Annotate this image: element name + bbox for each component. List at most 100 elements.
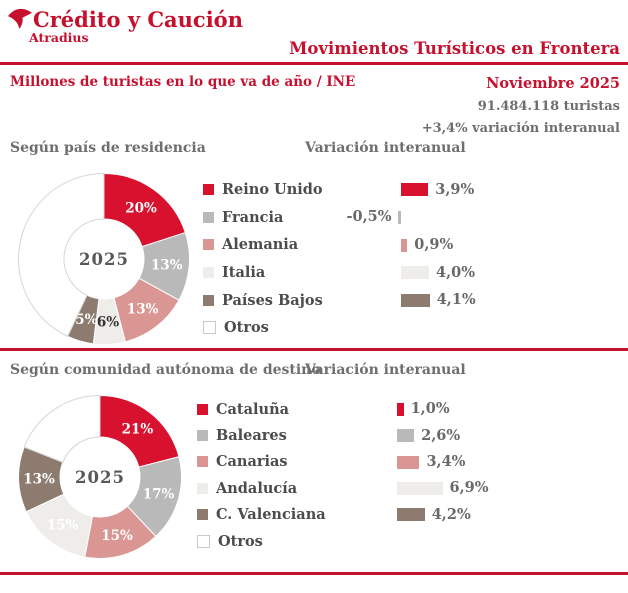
variation-bar-value: 2,6% (421, 426, 461, 444)
donut-slice-label: 15% (47, 518, 79, 534)
variation-bar (397, 210, 401, 224)
variation-bar (397, 481, 443, 495)
legend-label: Alemania (222, 236, 299, 254)
legend-item: Baleares (197, 422, 326, 448)
section-1-title: Según comunidad autónoma de destino (10, 362, 321, 378)
legend-item: Otros (203, 314, 323, 342)
donut-slice-label: 17% (143, 487, 175, 503)
legend-label: Italia (222, 264, 266, 282)
variation-bar-row: 3,9% (0, 180, 628, 198)
variation-bar (401, 266, 429, 280)
legend-swatch (197, 430, 208, 442)
donut-slice-label: 21% (122, 421, 154, 437)
variation-bar (397, 402, 404, 416)
legend-item: Países Bajos (203, 286, 323, 314)
legend-item: Reino Unido (203, 176, 323, 204)
variation-bar (401, 238, 408, 252)
variation-bar-row: 0,9% (0, 235, 628, 253)
variation-bar (397, 429, 415, 443)
kpi-yoy-variation: +3,4% variación interanual (421, 121, 620, 136)
legend-swatch (197, 456, 208, 468)
legend-swatch (203, 321, 216, 335)
donut-slice-label: 5% (75, 312, 97, 328)
legend-label: Andalucía (216, 479, 298, 497)
report-subtitle: Millones de turistas en lo que va de año… (10, 74, 356, 90)
legend-label: Canarias (216, 453, 288, 471)
donut-chart-1: 21% 17% 15% 15% 13% 2025 (18, 395, 182, 559)
legend-item: Otros (197, 528, 326, 554)
variation-bar-row: -0,5% (0, 208, 628, 226)
bars-0: 3,9% -0,5% 0,9% 4,0% 4,1% (0, 176, 628, 342)
footer-divider (0, 572, 628, 575)
legend-0: Reino Unido Francia Alemania Italia Países B… (203, 176, 323, 342)
kpi-block: Noviembre 2025 91.484.118 turistas +3,4%… (422, 72, 620, 140)
variation-bar-row: 1,0% (0, 399, 628, 417)
variation-bar-value: 4,0% (436, 263, 476, 281)
page-title: Movimientos Turísticos en Frontera (289, 39, 620, 58)
variation-bar-row: 2,6% (0, 426, 628, 444)
brand-bird-icon (8, 8, 32, 29)
legend-label: Baleares (216, 427, 287, 445)
section-0-variation-title: Variación interanual (305, 140, 466, 156)
variation-bar-value: -0,5% (346, 208, 392, 226)
donut-center-label: 2025 (79, 250, 129, 269)
variation-bar-value: 4,1% (436, 290, 476, 308)
legend-item: Canarias (197, 449, 326, 475)
section-1-variation-title: Variación interanual (305, 362, 466, 378)
legend-item: Andalucía (197, 475, 326, 501)
legend-item: Alemania (203, 231, 323, 259)
legend-1: Cataluña Baleares Canarias Andalucía C. Vale… (197, 396, 326, 554)
donut-slice-label: 20% (125, 201, 157, 217)
legend-swatch (197, 403, 208, 415)
donut-slice-label: 6% (97, 314, 119, 330)
donut-slice-label: 13% (127, 301, 159, 317)
logo-subtitle: Atradius (29, 30, 89, 45)
legend-swatch (197, 534, 210, 548)
legend-label: Países Bajos (222, 291, 323, 309)
legend-label: C. Valenciana (216, 506, 326, 524)
variation-bar-row: 6,9% (0, 479, 628, 497)
legend-swatch (197, 509, 208, 521)
variation-bar-value: 3,9% (435, 180, 475, 198)
legend-label: Reino Unido (222, 181, 323, 199)
legend-swatch (203, 239, 214, 251)
legend-swatch (203, 267, 214, 279)
donut-chart-0: 20% 13% 13% 6%5% 2025 (18, 173, 190, 345)
legend-label: Otros (218, 532, 263, 550)
legend-item: Italia (203, 259, 323, 287)
variation-bar (397, 508, 425, 522)
variation-bar-row: 4,2% (0, 505, 628, 523)
legend-item: C. Valenciana (197, 502, 326, 528)
legend-label: Otros (224, 319, 269, 337)
variation-bar-value: 1,0% (410, 399, 450, 417)
legend-swatch (203, 294, 214, 306)
legend-item: Francia (203, 204, 323, 232)
legend-label: Cataluña (216, 400, 290, 418)
variation-bar-value: 3,4% (426, 452, 466, 470)
legend-swatch (197, 482, 208, 494)
legend-item: Cataluña (197, 396, 326, 422)
legend-swatch (203, 184, 214, 196)
donut-segment (18, 173, 105, 338)
section-divider (0, 348, 628, 351)
donut-slice-label: 13% (23, 471, 55, 487)
variation-bar (401, 183, 429, 197)
variation-bar-value: 0,9% (414, 235, 454, 253)
donut-slice-label: 13% (151, 257, 183, 273)
variation-bar (401, 293, 430, 307)
kpi-period: Noviembre 2025 (486, 75, 620, 92)
kpi-total-tourists: 91.484.118 turistas (477, 99, 620, 114)
donut-center-label: 2025 (75, 468, 125, 487)
variation-bar-row: 3,4% (0, 452, 628, 470)
header-divider (0, 62, 628, 65)
variation-bar-value: 4,2% (431, 505, 471, 523)
variation-bar-row: 4,1% (0, 290, 628, 308)
variation-bar (397, 455, 420, 469)
logo-title: Crédito y Caución (33, 7, 243, 32)
legend-label: Francia (222, 208, 284, 226)
donut-segment (23, 395, 101, 463)
section-0-title: Según país de residencia (10, 140, 206, 156)
variation-bar-value: 6,9% (449, 479, 489, 497)
variation-bar-row: 4,0% (0, 263, 628, 281)
